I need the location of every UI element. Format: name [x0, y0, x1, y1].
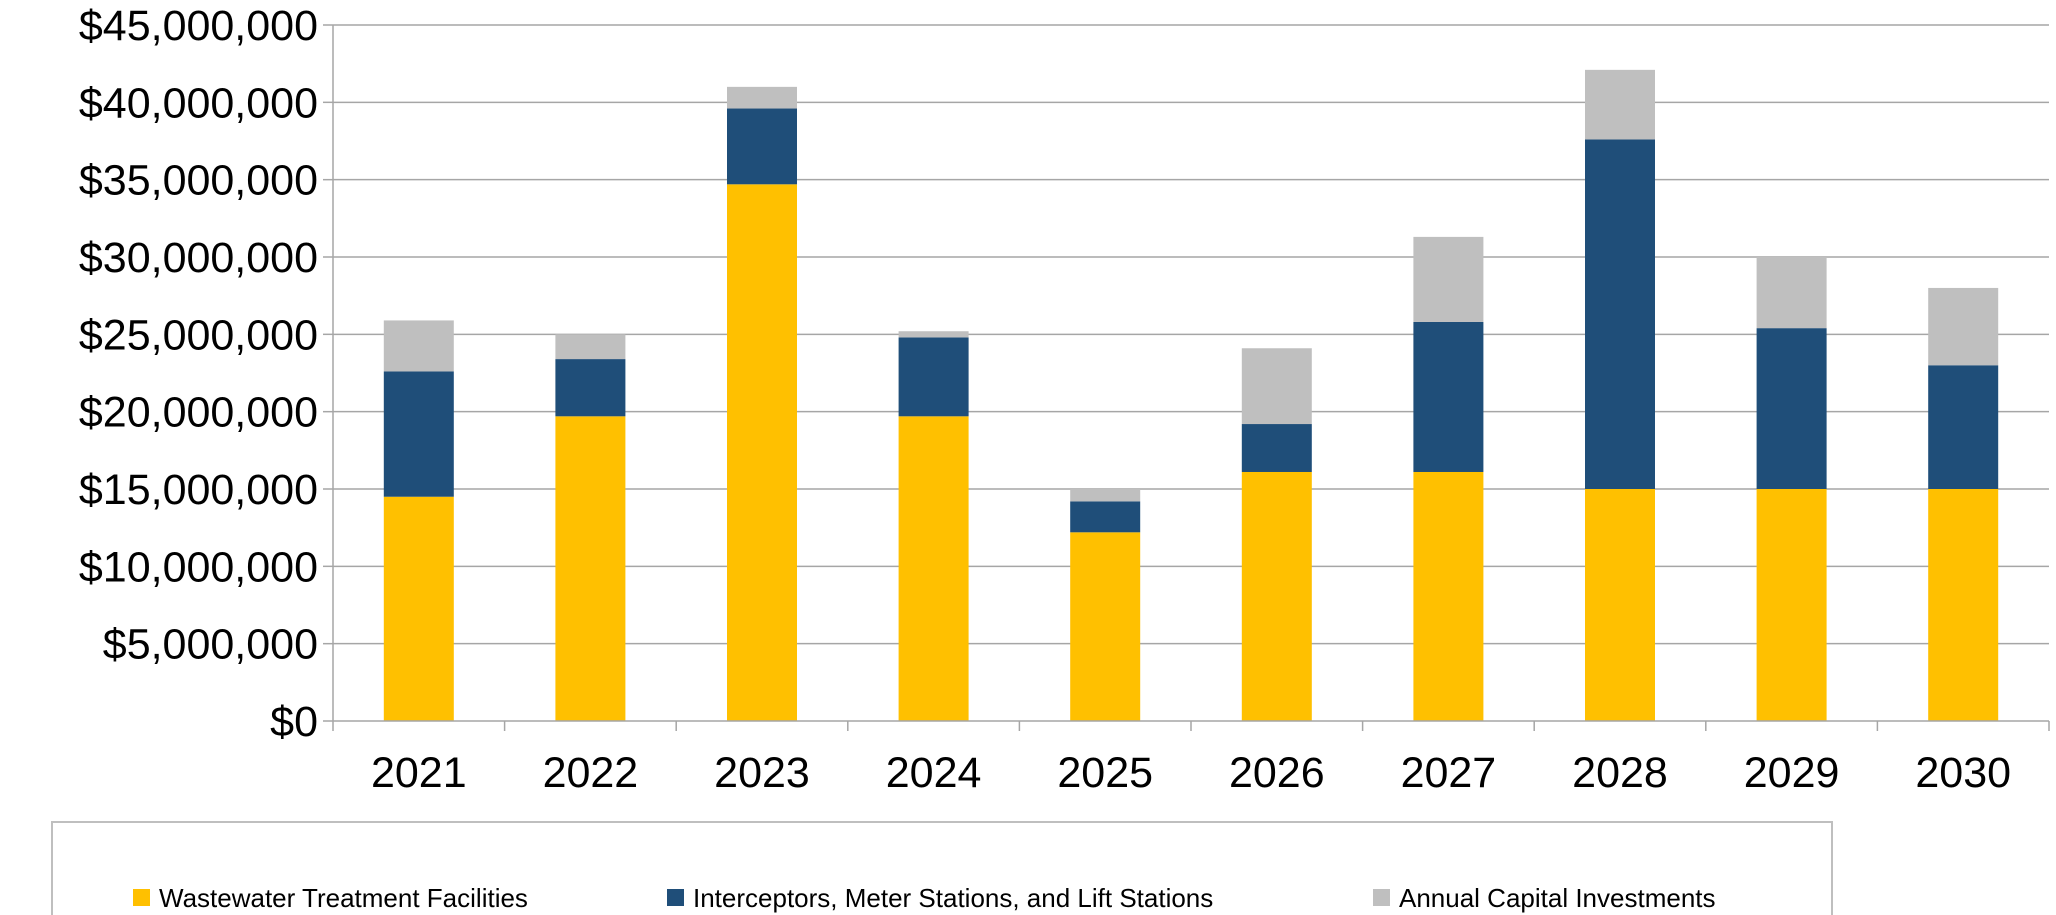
y-tick-label: $25,000,000: [79, 311, 318, 359]
bar-segment: [727, 108, 797, 185]
y-tick-label: $40,000,000: [79, 79, 318, 127]
y-tick-label: $30,000,000: [79, 234, 318, 282]
axes: [323, 24, 2050, 731]
bars: [383, 69, 1999, 722]
bar-segment: [727, 86, 797, 109]
legend-swatch: [667, 889, 684, 906]
bar-segment: [555, 334, 626, 360]
bar-segment: [1070, 489, 1141, 502]
y-tick-label: $15,000,000: [79, 466, 318, 514]
bar-segment: [555, 359, 626, 417]
x-tick-label: 2029: [1744, 749, 1840, 797]
bar-segment: [1928, 489, 1999, 721]
x-tick-label: 2027: [1401, 749, 1497, 797]
legend-label: Annual Capital Investments: [1399, 883, 1716, 913]
legend: Wastewater Treatment Facilities Intercept…: [133, 883, 1716, 913]
bar-segment: [1928, 287, 1999, 366]
legend-label: Interceptors, Meter Stations, and Lift S…: [693, 883, 1213, 913]
y-tick-label: $10,000,000: [79, 543, 318, 591]
legend-box: [51, 821, 1833, 915]
bar-segment: [1585, 69, 1655, 140]
x-tick-label: 2028: [1572, 749, 1668, 797]
bar-segment: [1585, 489, 1655, 721]
bar-segment: [1413, 321, 1484, 472]
x-tick-label: 2024: [886, 749, 982, 797]
bar-segment: [898, 337, 969, 417]
y-tick-label: $45,000,000: [79, 2, 318, 50]
bar-segment: [1413, 471, 1484, 721]
bar-segment: [555, 416, 626, 721]
y-tick-label: $35,000,000: [79, 157, 318, 205]
bar-segment: [1413, 236, 1484, 322]
x-tick-label: 2023: [714, 749, 810, 797]
y-tick-label: $20,000,000: [79, 389, 318, 437]
y-axis-tick-labels: $0 $5,000,000 $10,000,000 $15,000,000 $20,00…: [79, 2, 318, 746]
bar-segment: [1756, 489, 1827, 721]
x-tick-label: 2030: [1915, 749, 2011, 797]
x-tick-label: 2021: [371, 749, 467, 797]
legend-swatch: [1373, 889, 1390, 906]
bar-segment: [1756, 328, 1827, 489]
bar-segment: [383, 496, 454, 721]
y-tick-label: $0: [270, 698, 318, 746]
legend-label: Wastewater Treatment Facilities: [159, 883, 528, 913]
bar-segment: [727, 184, 797, 722]
bar-segment: [1070, 532, 1141, 721]
bar-segment: [898, 331, 969, 338]
bar-segment: [1928, 365, 1999, 489]
x-axis-tick-labels: 2021 2022 2023 2024 2025 2026 2027 2028 2029 2030: [371, 749, 2011, 797]
bar-segment: [898, 416, 969, 721]
bar-segment: [1585, 139, 1655, 489]
legend-swatch: [133, 889, 150, 906]
x-tick-label: 2025: [1057, 749, 1153, 797]
bar-segment: [1756, 257, 1827, 329]
y-tick-label: $5,000,000: [103, 621, 318, 669]
bar-segment: [1241, 424, 1312, 472]
bar-segment: [383, 371, 454, 497]
x-tick-label: 2022: [543, 749, 639, 797]
bar-segment: [1241, 348, 1312, 425]
x-tick-label: 2026: [1229, 749, 1325, 797]
bar-segment: [1241, 471, 1312, 721]
bar-segment: [1070, 501, 1141, 533]
bar-segment: [383, 320, 454, 372]
